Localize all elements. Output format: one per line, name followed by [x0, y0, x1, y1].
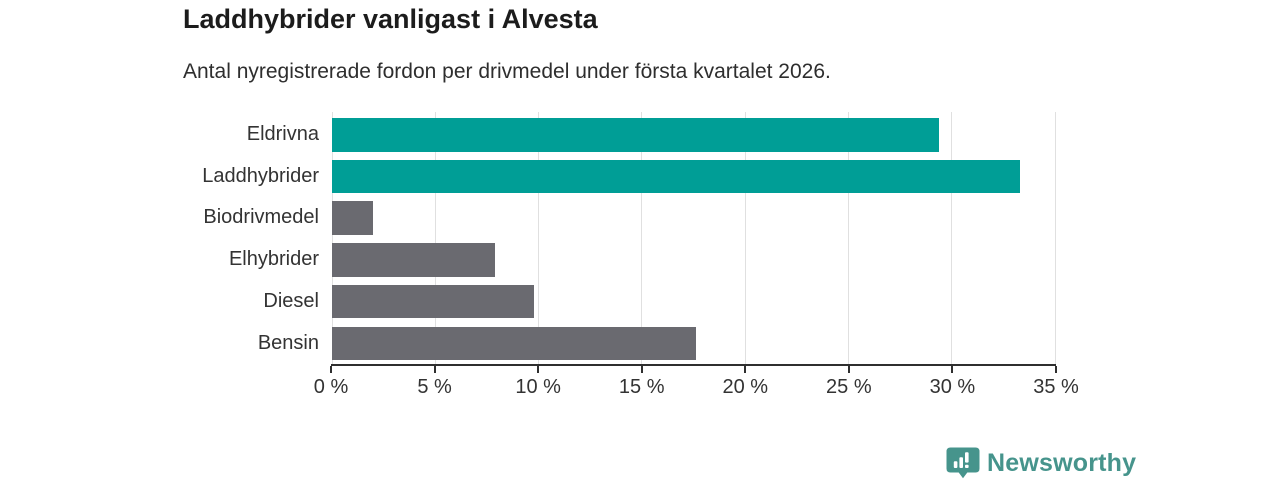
chart-subtitle: Antal nyregistrerade fordon per drivmede…: [183, 60, 831, 83]
x-tick: [1055, 366, 1057, 373]
category-label-bensin: Bensin: [257, 331, 319, 354]
gridline: [331, 112, 333, 364]
gridline: [744, 112, 746, 364]
gridline: [434, 112, 436, 364]
bar-elhybrider: [332, 243, 496, 277]
brand-name: Newsworthy: [987, 448, 1137, 477]
x-tick-label: 10 %: [515, 376, 561, 398]
x-tick-label: 0 %: [313, 376, 349, 398]
bar-biodrivmedel: [332, 201, 374, 235]
x-tick-label: 35 %: [1033, 376, 1079, 398]
category-label-elhybrider: Elhybrider: [228, 248, 319, 271]
gridline: [847, 112, 849, 364]
x-tick-label: 5 %: [417, 376, 452, 398]
newsworthy-logo-icon: [946, 447, 980, 479]
bar-laddhybrider: [332, 159, 1020, 194]
plot-area: [331, 112, 1056, 364]
category-label-diesel: Diesel: [263, 289, 319, 312]
bar-diesel: [332, 284, 535, 319]
gridline: [538, 112, 540, 364]
category-label-laddhybrider: Laddhybrider: [202, 164, 319, 187]
x-tick: [951, 366, 954, 373]
bar-eldrivna: [332, 118, 940, 152]
gridline: [951, 112, 953, 364]
x-tick: [433, 366, 436, 373]
x-tick-label: 30 %: [929, 376, 976, 398]
category-label-biodrivmedel: Biodrivmedel: [203, 206, 319, 229]
x-tick: [640, 366, 643, 373]
bar-bensin: [332, 326, 696, 360]
x-tick-label: 20 %: [722, 376, 769, 398]
x-tick: [744, 366, 747, 373]
logo-mini-bars: [953, 452, 969, 468]
gridline: [641, 112, 643, 364]
brand-footer: Newsworthy: [946, 447, 1136, 479]
x-tick-label: 15 %: [618, 376, 665, 398]
x-tick: [847, 366, 850, 373]
x-axis-line: [331, 364, 1056, 366]
chart-title: Laddhybrider vanligast i Alvesta: [183, 4, 598, 34]
category-label-eldrivna: Eldrivna: [246, 123, 319, 145]
x-tick-label: 25 %: [826, 376, 872, 398]
gridline: [1054, 112, 1056, 364]
x-tick: [537, 366, 540, 373]
y-axis-labels: Eldrivna Laddhybrider Biodrivmedel Elhybrid…: [0, 112, 319, 364]
x-axis: 0 % 5 % 10 % 15 % 20 % 25 % 30 % 35 %: [314, 364, 1079, 404]
x-tick: [330, 366, 332, 373]
